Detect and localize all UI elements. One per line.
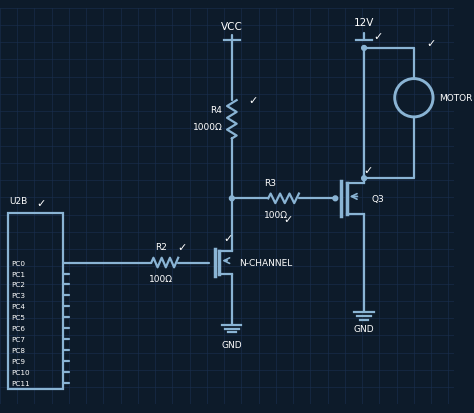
Bar [8,213,63,389]
Circle shape [229,197,234,201]
Text: ✓: ✓ [248,96,258,106]
Text: R2: R2 [155,242,167,252]
Text: PC7: PC7 [11,337,26,342]
Text: R4: R4 [210,106,222,115]
Text: 1000Ω: 1000Ω [192,123,222,132]
Circle shape [362,46,366,51]
Circle shape [333,197,337,201]
Text: ✓: ✓ [363,165,373,175]
Text: R3: R3 [264,178,276,188]
Text: PC1: PC1 [11,271,26,277]
Circle shape [362,176,366,181]
Text: VCC: VCC [221,21,243,32]
Text: ✓: ✓ [177,242,187,253]
Text: ✓: ✓ [374,32,383,42]
Text: PC4: PC4 [11,304,26,310]
Text: GND: GND [221,340,242,349]
Text: ✓: ✓ [427,39,436,49]
Text: PC5: PC5 [11,315,26,320]
Text: 100Ω: 100Ω [149,274,173,283]
Text: MOTOR: MOTOR [439,94,472,103]
Text: ✓: ✓ [284,215,293,225]
Text: GND: GND [354,324,374,333]
Text: PC8: PC8 [11,347,26,354]
Text: PC0: PC0 [11,260,26,266]
Text: ✓: ✓ [36,199,46,209]
Text: PC11: PC11 [11,380,30,386]
Text: N-CHANNEL: N-CHANNEL [239,259,293,267]
Text: 12V: 12V [354,18,374,28]
Text: PC6: PC6 [11,325,26,332]
Text: PC10: PC10 [11,369,30,375]
Text: PC9: PC9 [11,358,26,364]
Text: 100Ω: 100Ω [264,210,289,219]
Text: PC3: PC3 [11,293,26,299]
Text: PC2: PC2 [11,282,26,288]
Text: ✓: ✓ [223,233,233,243]
Text: Q3: Q3 [372,195,384,203]
Text: U2B: U2B [9,197,28,206]
